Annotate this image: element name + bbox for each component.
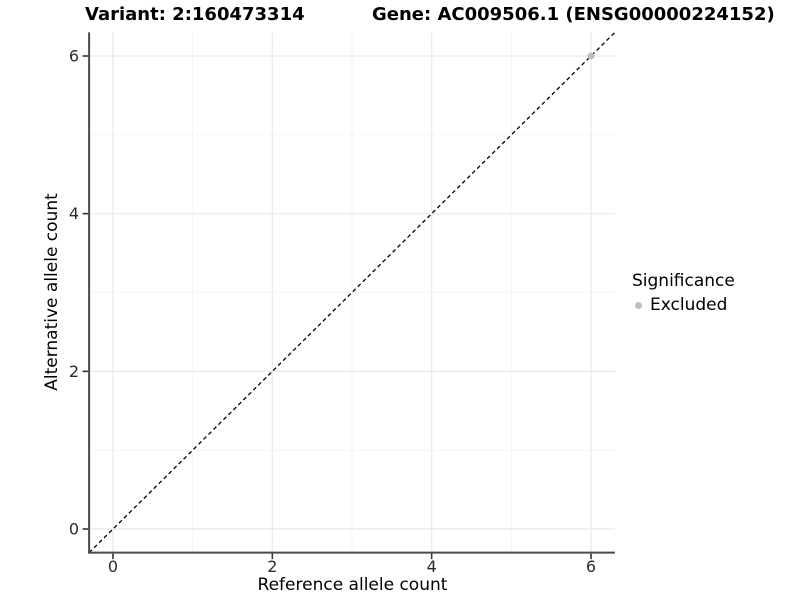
legend-items: Excluded bbox=[632, 295, 735, 315]
gene-title: Gene: AC009506.1 (ENSG00000224152) bbox=[372, 4, 775, 25]
y-tick-label: 2 bbox=[69, 362, 79, 381]
y-tick-label: 6 bbox=[69, 47, 79, 66]
x-tick-label: 4 bbox=[427, 557, 437, 576]
legend: Significance Excluded bbox=[632, 271, 735, 315]
x-tick-label: 6 bbox=[586, 557, 596, 576]
legend-item: Excluded bbox=[632, 295, 735, 315]
legend-point-icon bbox=[635, 301, 642, 309]
data-point-excluded bbox=[587, 52, 595, 60]
legend-title: Significance bbox=[632, 271, 735, 291]
variant-title: Variant: 2:160473314 bbox=[85, 4, 305, 25]
y-tick-label: 4 bbox=[69, 204, 79, 223]
x-axis-title: Reference allele count bbox=[257, 575, 448, 595]
y-tick-label: 0 bbox=[69, 520, 79, 539]
legend-item-label: Excluded bbox=[650, 295, 728, 315]
x-tick-label: 0 bbox=[108, 557, 118, 576]
x-tick-label: 2 bbox=[267, 557, 277, 576]
y-axis-title: Alternative allele count bbox=[42, 193, 62, 391]
identity-line bbox=[88, 31, 616, 554]
